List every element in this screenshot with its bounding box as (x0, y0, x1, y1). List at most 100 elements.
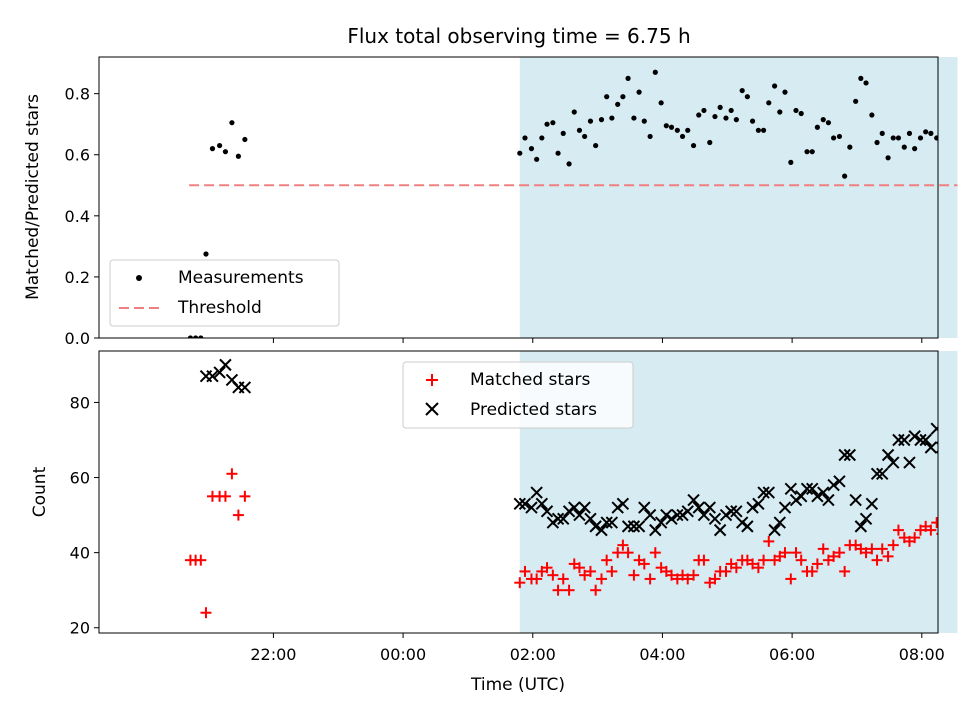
matched-star-point (709, 573, 721, 585)
counts-y-ticks: 20 40 60 80 (70, 393, 99, 638)
matched-star-point (219, 490, 231, 502)
measurement-point (772, 83, 778, 89)
matched-star-point (790, 547, 802, 559)
predicted-star-point (843, 448, 857, 462)
matched-star-point (547, 569, 559, 581)
measurement-point (717, 104, 723, 110)
x-axis-label: Time (UTC) (470, 675, 565, 695)
predicted-star-point (735, 516, 749, 529)
predicted-star-point (600, 516, 613, 529)
measurement-point (517, 150, 523, 156)
y-tick-label: 0.0 (65, 329, 90, 348)
matched-star-point (682, 573, 694, 585)
matched-star-point (779, 547, 791, 559)
measurement-point (928, 130, 934, 136)
predicted-star-point (573, 508, 586, 522)
count-points (184, 358, 938, 619)
y-tick-label: 80 (70, 393, 90, 412)
predicted-star-point (703, 501, 716, 514)
matched-star-point (785, 573, 797, 585)
measurement-point (609, 115, 615, 121)
measurement-point (766, 100, 772, 106)
predicted-star-point (671, 508, 684, 522)
measurement-point (679, 133, 686, 140)
measurement-point (593, 142, 599, 149)
predicted-star-point (557, 512, 570, 526)
matched-star-point (763, 535, 775, 547)
measurement-point (576, 127, 583, 133)
matched-star-point (622, 547, 634, 559)
predicted-star-point (595, 523, 608, 537)
predicted-star-point (827, 478, 840, 492)
matched-star-point (557, 573, 569, 585)
matched-star-point (195, 554, 207, 566)
measurement-point (917, 135, 924, 141)
predicted-star-point (632, 520, 646, 533)
matched-star-point (514, 577, 526, 589)
predicted-star-point (773, 516, 787, 529)
measurement-point (733, 117, 739, 123)
measurement-point (544, 121, 550, 127)
predicted-star-point (546, 516, 560, 529)
measurement-point (723, 115, 729, 121)
measurement-point (566, 161, 572, 167)
predicted-star-point (876, 467, 889, 480)
predicted-star-point (513, 497, 527, 511)
predicted-star-point (914, 433, 927, 447)
measurement-point (216, 142, 223, 149)
measurement-point (749, 118, 756, 124)
predicted-star-point (568, 501, 581, 514)
legend-label-predicted: Predicted stars (470, 400, 597, 420)
predicted-star-point (724, 505, 738, 518)
measurement-point (674, 127, 680, 133)
predicted-star-point (654, 516, 668, 529)
matched-star-point (531, 573, 543, 585)
counts-y-axis-label: Count (30, 466, 50, 517)
matched-star-point (612, 547, 624, 559)
counts-axes-frame (98, 350, 939, 634)
measurement-point (874, 139, 880, 146)
chart-title: Flux total observing time = 6.75 h (347, 24, 690, 48)
matched-star-point (795, 554, 807, 566)
measurement-point (804, 149, 810, 155)
measurement-point (934, 135, 938, 141)
measurement-point (696, 112, 702, 118)
measurement-point (203, 251, 209, 257)
predicted-star-point (213, 366, 226, 379)
predicted-star-point (811, 490, 824, 503)
predicted-star-point (697, 508, 711, 522)
measurement-point (782, 89, 788, 95)
predicted-star-point (551, 512, 565, 526)
matched-star-point (887, 539, 899, 551)
measurement-point (615, 101, 621, 107)
x-tick-label: 04:00 (639, 645, 685, 664)
predicted-star-point (768, 523, 781, 537)
measurement-point (712, 113, 718, 120)
predicted-star-point (903, 456, 916, 469)
predicted-star-point (752, 497, 765, 511)
predicted-star-point (687, 493, 700, 507)
matched-star-point (871, 554, 883, 566)
predicted-star-point (919, 433, 932, 447)
predicted-star-point (746, 501, 759, 514)
measurement-point (853, 98, 859, 104)
matched-star-point (563, 584, 575, 596)
measurement-point (831, 135, 837, 141)
measurement-point (620, 94, 626, 100)
legend-dot-icon (136, 275, 142, 281)
measurement-point (647, 133, 653, 140)
measurement-point (522, 135, 528, 141)
predicted-star-point (676, 508, 689, 522)
matched-star-point (617, 539, 629, 551)
measurement-point (728, 107, 734, 114)
ratio-y-ticks: 0.0 0.2 0.4 0.6 0.8 (65, 85, 99, 348)
matched-star-point (752, 562, 764, 574)
measurement-point (906, 130, 913, 136)
measurement-point (571, 109, 577, 115)
measurement-point (701, 107, 707, 114)
predicted-star-point (578, 501, 591, 514)
matched-star-point (226, 468, 238, 480)
predicted-star-point (518, 497, 532, 511)
predicted-star-point (789, 493, 803, 507)
measurement-point (798, 110, 804, 117)
